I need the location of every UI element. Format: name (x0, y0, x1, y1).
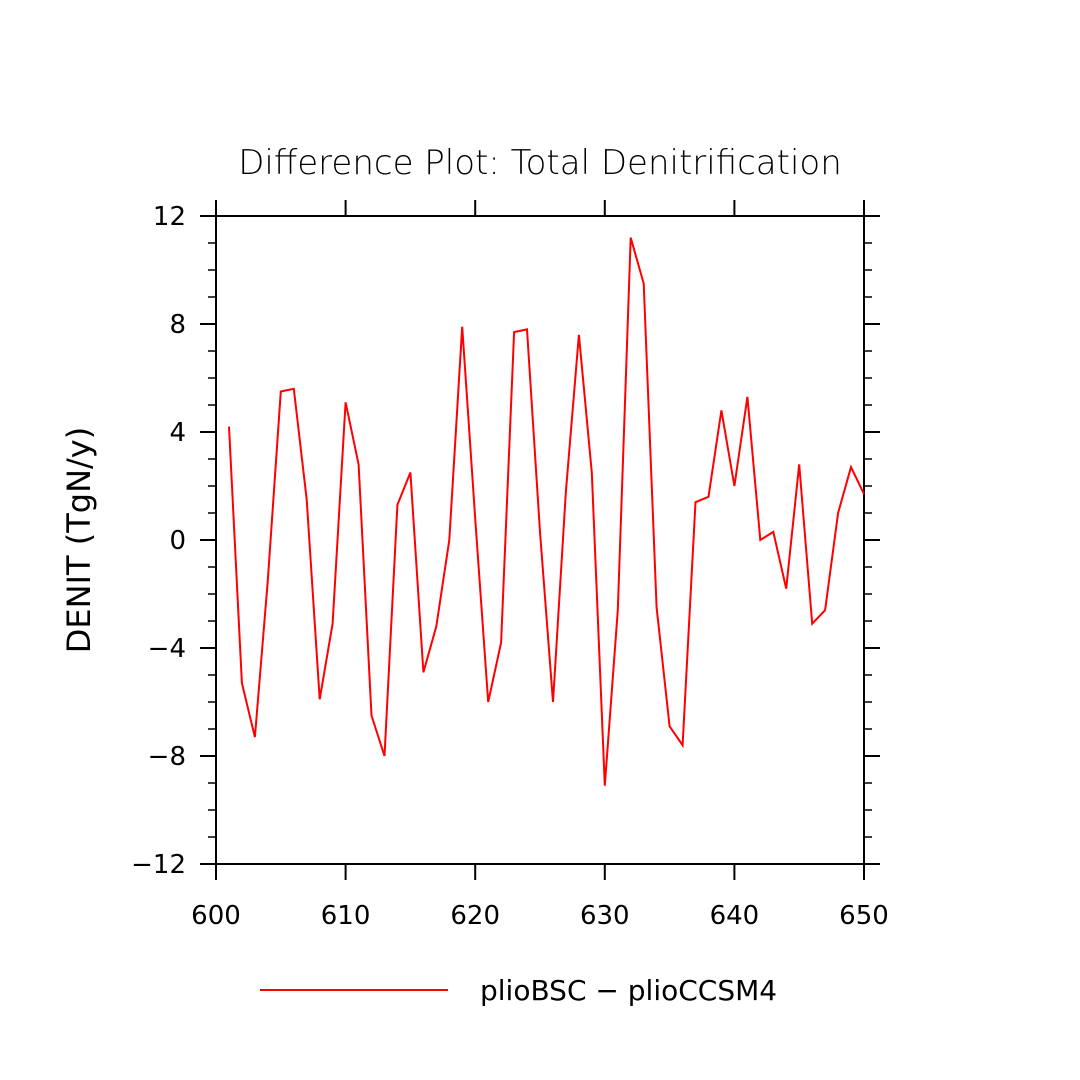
x-tick-label: 600 (191, 901, 241, 931)
x-tick-label: 640 (710, 901, 760, 931)
x-tick-label: 620 (450, 901, 500, 931)
y-tick-label: −12 (131, 850, 186, 880)
y-tick-label: 4 (169, 418, 186, 448)
chart-title: Difference Plot: Total Denitrification (238, 143, 842, 183)
y-axis-label: DENIT (TgN/y) (60, 427, 98, 653)
y-tick-label: 12 (153, 202, 186, 232)
axes: 600 610 620 630 640 650 −12 −8 −4 0 4 8 12 (131, 200, 889, 931)
y-tick-label: −8 (148, 742, 186, 772)
legend: plioBSC − plioCCSM4 (260, 974, 777, 1007)
x-tick-label: 630 (580, 901, 630, 931)
series-line (228, 237, 865, 786)
x-tick-label: 650 (839, 901, 889, 931)
legend-label: plioBSC − plioCCSM4 (480, 974, 777, 1007)
y-tick-label: −4 (148, 634, 186, 664)
y-tick-label: 8 (169, 310, 186, 340)
x-tick-label: 610 (321, 901, 371, 931)
y-tick-label: 0 (169, 526, 186, 556)
series-layer (228, 237, 865, 786)
